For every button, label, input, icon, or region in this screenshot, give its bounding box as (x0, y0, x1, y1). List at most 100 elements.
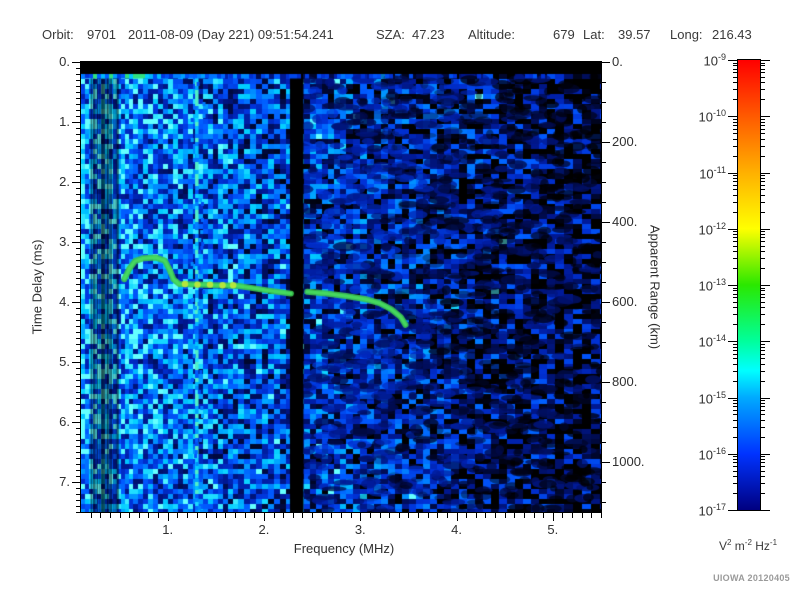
axis-tick (72, 122, 80, 123)
axis-tick (158, 513, 160, 518)
axis-tick (602, 202, 606, 203)
axis-tick (602, 342, 606, 343)
colorbar-tick-label: 10-15 (698, 389, 726, 406)
axis-tick (761, 297, 765, 299)
axis-tick (761, 287, 765, 289)
axis-tick (456, 513, 458, 521)
axis-tick (761, 128, 765, 130)
colorbar-tick-label: 10-13 (698, 277, 726, 294)
axis-tick (76, 350, 80, 351)
axis-tick (728, 60, 737, 61)
axis-tick (76, 266, 80, 267)
axis-tick (728, 453, 737, 455)
axis-tick (733, 211, 737, 213)
axis-tick (761, 138, 765, 140)
axis-tick (76, 212, 80, 213)
axis-tick (475, 513, 477, 518)
axis-tick (591, 513, 593, 518)
axis-tick (76, 248, 80, 249)
y-right-tick-label: 600. (612, 294, 638, 309)
axis-tick (76, 404, 80, 405)
axis-tick (761, 89, 765, 91)
axis-tick (273, 513, 275, 518)
axis-tick (76, 470, 80, 471)
axis-tick (761, 466, 765, 468)
axis-tick (761, 476, 765, 478)
axis-tick (733, 194, 737, 196)
axis-tick (263, 513, 265, 521)
axis-tick (602, 442, 606, 443)
axis-tick (761, 419, 765, 421)
axis-tick (186, 513, 188, 518)
axis-tick (254, 513, 256, 518)
axis-tick (76, 440, 80, 441)
axis-tick (761, 341, 770, 343)
axis-tick (733, 89, 737, 91)
axis-tick (350, 513, 352, 518)
axis-tick (602, 122, 606, 123)
axis-tick (733, 231, 737, 233)
header-sza-label: SZA: (376, 27, 405, 42)
axis-tick (761, 116, 770, 118)
axis-tick (733, 245, 737, 247)
axis-tick (76, 92, 80, 93)
axis-tick (369, 513, 371, 518)
axis-tick (602, 142, 610, 143)
axis-tick (76, 110, 80, 111)
header-sza: 47.23 (412, 27, 445, 42)
axis-tick (733, 133, 737, 135)
axis-tick (761, 189, 765, 191)
axis-tick (206, 513, 208, 518)
y-left-tick-label: 1. (59, 114, 70, 129)
axis-tick (602, 382, 610, 383)
axis-tick (196, 513, 198, 518)
axis-tick (728, 228, 737, 230)
axis-tick (761, 177, 765, 179)
axis-tick (761, 324, 765, 326)
axis-tick (302, 513, 304, 518)
y-left-tick-label: 6. (59, 414, 70, 429)
axis-tick (733, 118, 737, 120)
axis-tick (76, 398, 80, 399)
axis-tick (728, 285, 737, 286)
axis-tick (76, 272, 80, 273)
axis-tick (602, 182, 606, 183)
axis-tick (761, 201, 765, 203)
axis-tick (733, 128, 737, 130)
axis-tick (761, 370, 765, 372)
axis-tick (733, 363, 737, 365)
axis-tick (76, 506, 80, 507)
axis-tick (602, 482, 606, 483)
axis-tick (76, 230, 80, 231)
axis-tick (76, 200, 80, 201)
axis-tick (761, 145, 765, 147)
axis-tick (76, 392, 80, 393)
axis-tick (761, 82, 765, 84)
axis-tick (733, 287, 737, 289)
axis-tick (733, 234, 737, 236)
axis-tick (761, 406, 765, 408)
colorbar-tick-label: 10-16 (698, 445, 726, 463)
axis-tick (761, 363, 765, 365)
axis-tick (76, 134, 80, 135)
axis-tick (602, 102, 606, 103)
axis-tick (76, 290, 80, 291)
axis-tick (389, 513, 391, 518)
x-tick-label: 4. (451, 522, 462, 537)
axis-tick (76, 296, 80, 297)
axis-tick (602, 262, 606, 263)
axis-tick (761, 290, 765, 292)
axis-tick (167, 513, 169, 521)
axis-tick (761, 456, 765, 458)
axis-tick (733, 419, 737, 421)
axis-tick (76, 386, 80, 387)
axis-tick (408, 513, 410, 518)
watermark: UIOWA 20120405 (713, 573, 790, 583)
axis-tick (76, 170, 80, 171)
axis-tick (76, 116, 80, 117)
axis-tick (76, 368, 80, 369)
axis-tick (76, 278, 80, 279)
axis-tick (761, 155, 765, 157)
axis-tick (761, 483, 765, 485)
axis-tick (761, 251, 765, 253)
